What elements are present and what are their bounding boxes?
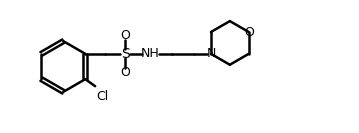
Text: O: O (120, 29, 130, 42)
Text: NH: NH (141, 47, 160, 60)
Text: O: O (120, 66, 130, 79)
Text: N: N (206, 47, 216, 60)
Text: S: S (121, 47, 130, 61)
Text: O: O (244, 26, 254, 39)
Text: Cl: Cl (97, 90, 109, 103)
